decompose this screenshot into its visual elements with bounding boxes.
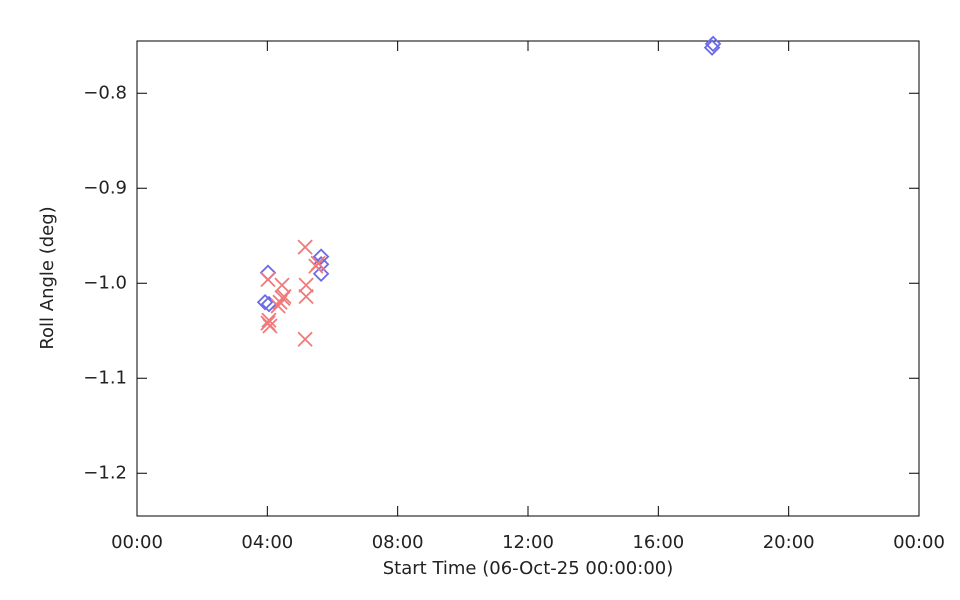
x-tick-label: 04:00 [241, 532, 293, 553]
data-point [261, 312, 277, 328]
data-point [270, 298, 286, 314]
y-axis-title: Roll Angle (deg) [37, 206, 58, 349]
y-tick-label: −1.2 [83, 462, 127, 483]
data-point [312, 265, 330, 283]
data-point [704, 35, 722, 53]
y-tick-label: −1.1 [83, 367, 127, 388]
data-point [298, 288, 314, 305]
x-tick-label: 00:00 [893, 532, 945, 553]
data-point [312, 248, 330, 265]
x-tick-label: 20:00 [763, 532, 815, 553]
data-point [297, 331, 313, 347]
data-point [259, 264, 277, 282]
y-tick-label: −1.0 [83, 272, 127, 293]
x-axis-title: Start Time (06-Oct-25 00:00:00) [383, 558, 674, 579]
y-tick-label: −0.9 [83, 177, 127, 198]
x-tick-label: 08:00 [372, 532, 424, 553]
plot-frame [136, 40, 920, 517]
x-tick-label: 00:00 [111, 532, 163, 553]
data-point [260, 271, 276, 288]
x-tick-label: 12:00 [502, 532, 554, 553]
data-point [256, 293, 274, 311]
data-point [297, 239, 313, 255]
data-point [260, 315, 276, 331]
data-point [310, 255, 326, 271]
data-point [298, 277, 314, 293]
data-point [276, 288, 292, 305]
x-tick-label: 16:00 [632, 532, 684, 553]
y-tick-label: −0.8 [83, 82, 127, 103]
